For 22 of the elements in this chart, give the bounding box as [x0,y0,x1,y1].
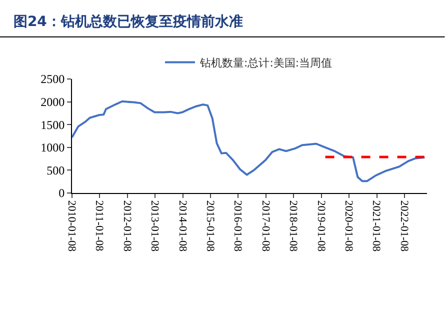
y-tick-label: 0 [58,186,65,200]
x-tick-label: 2022-01-08 [398,200,410,252]
x-tick-label: 2016-01-08 [232,200,244,252]
line-series [72,100,426,182]
x-tick-label: 2017-01-08 [259,200,272,252]
legend-label: 钻机数量:总计:美国:当周值 [199,56,332,70]
y-tick-label: 1000 [40,140,65,155]
x-tick-label: 2014-01-08 [176,200,188,252]
x-tick-label: 2012-01-08 [120,200,133,252]
x-tick-label: 2021-01-08 [370,200,382,252]
x-tick-label: 2011-01-08 [93,200,106,252]
x-tick-label: 2020-01-08 [342,200,354,252]
x-tick-label: 2013-01-08 [148,200,161,252]
y-tick-label: 2000 [40,95,65,109]
chart-title: 图24：钻机总数已恢复至疫情前水准 [13,12,243,30]
x-tick-label: 2015-01-08 [204,200,216,252]
x-tick-label: 2018-01-08 [287,200,300,252]
x-tick-label: 2010-01-08 [65,200,78,252]
y-tick-label: 2500 [40,72,65,86]
y-tick-label: 500 [46,163,65,178]
y-tick-label: 1500 [40,118,65,132]
x-tick-label: 2019-01-08 [314,200,327,252]
